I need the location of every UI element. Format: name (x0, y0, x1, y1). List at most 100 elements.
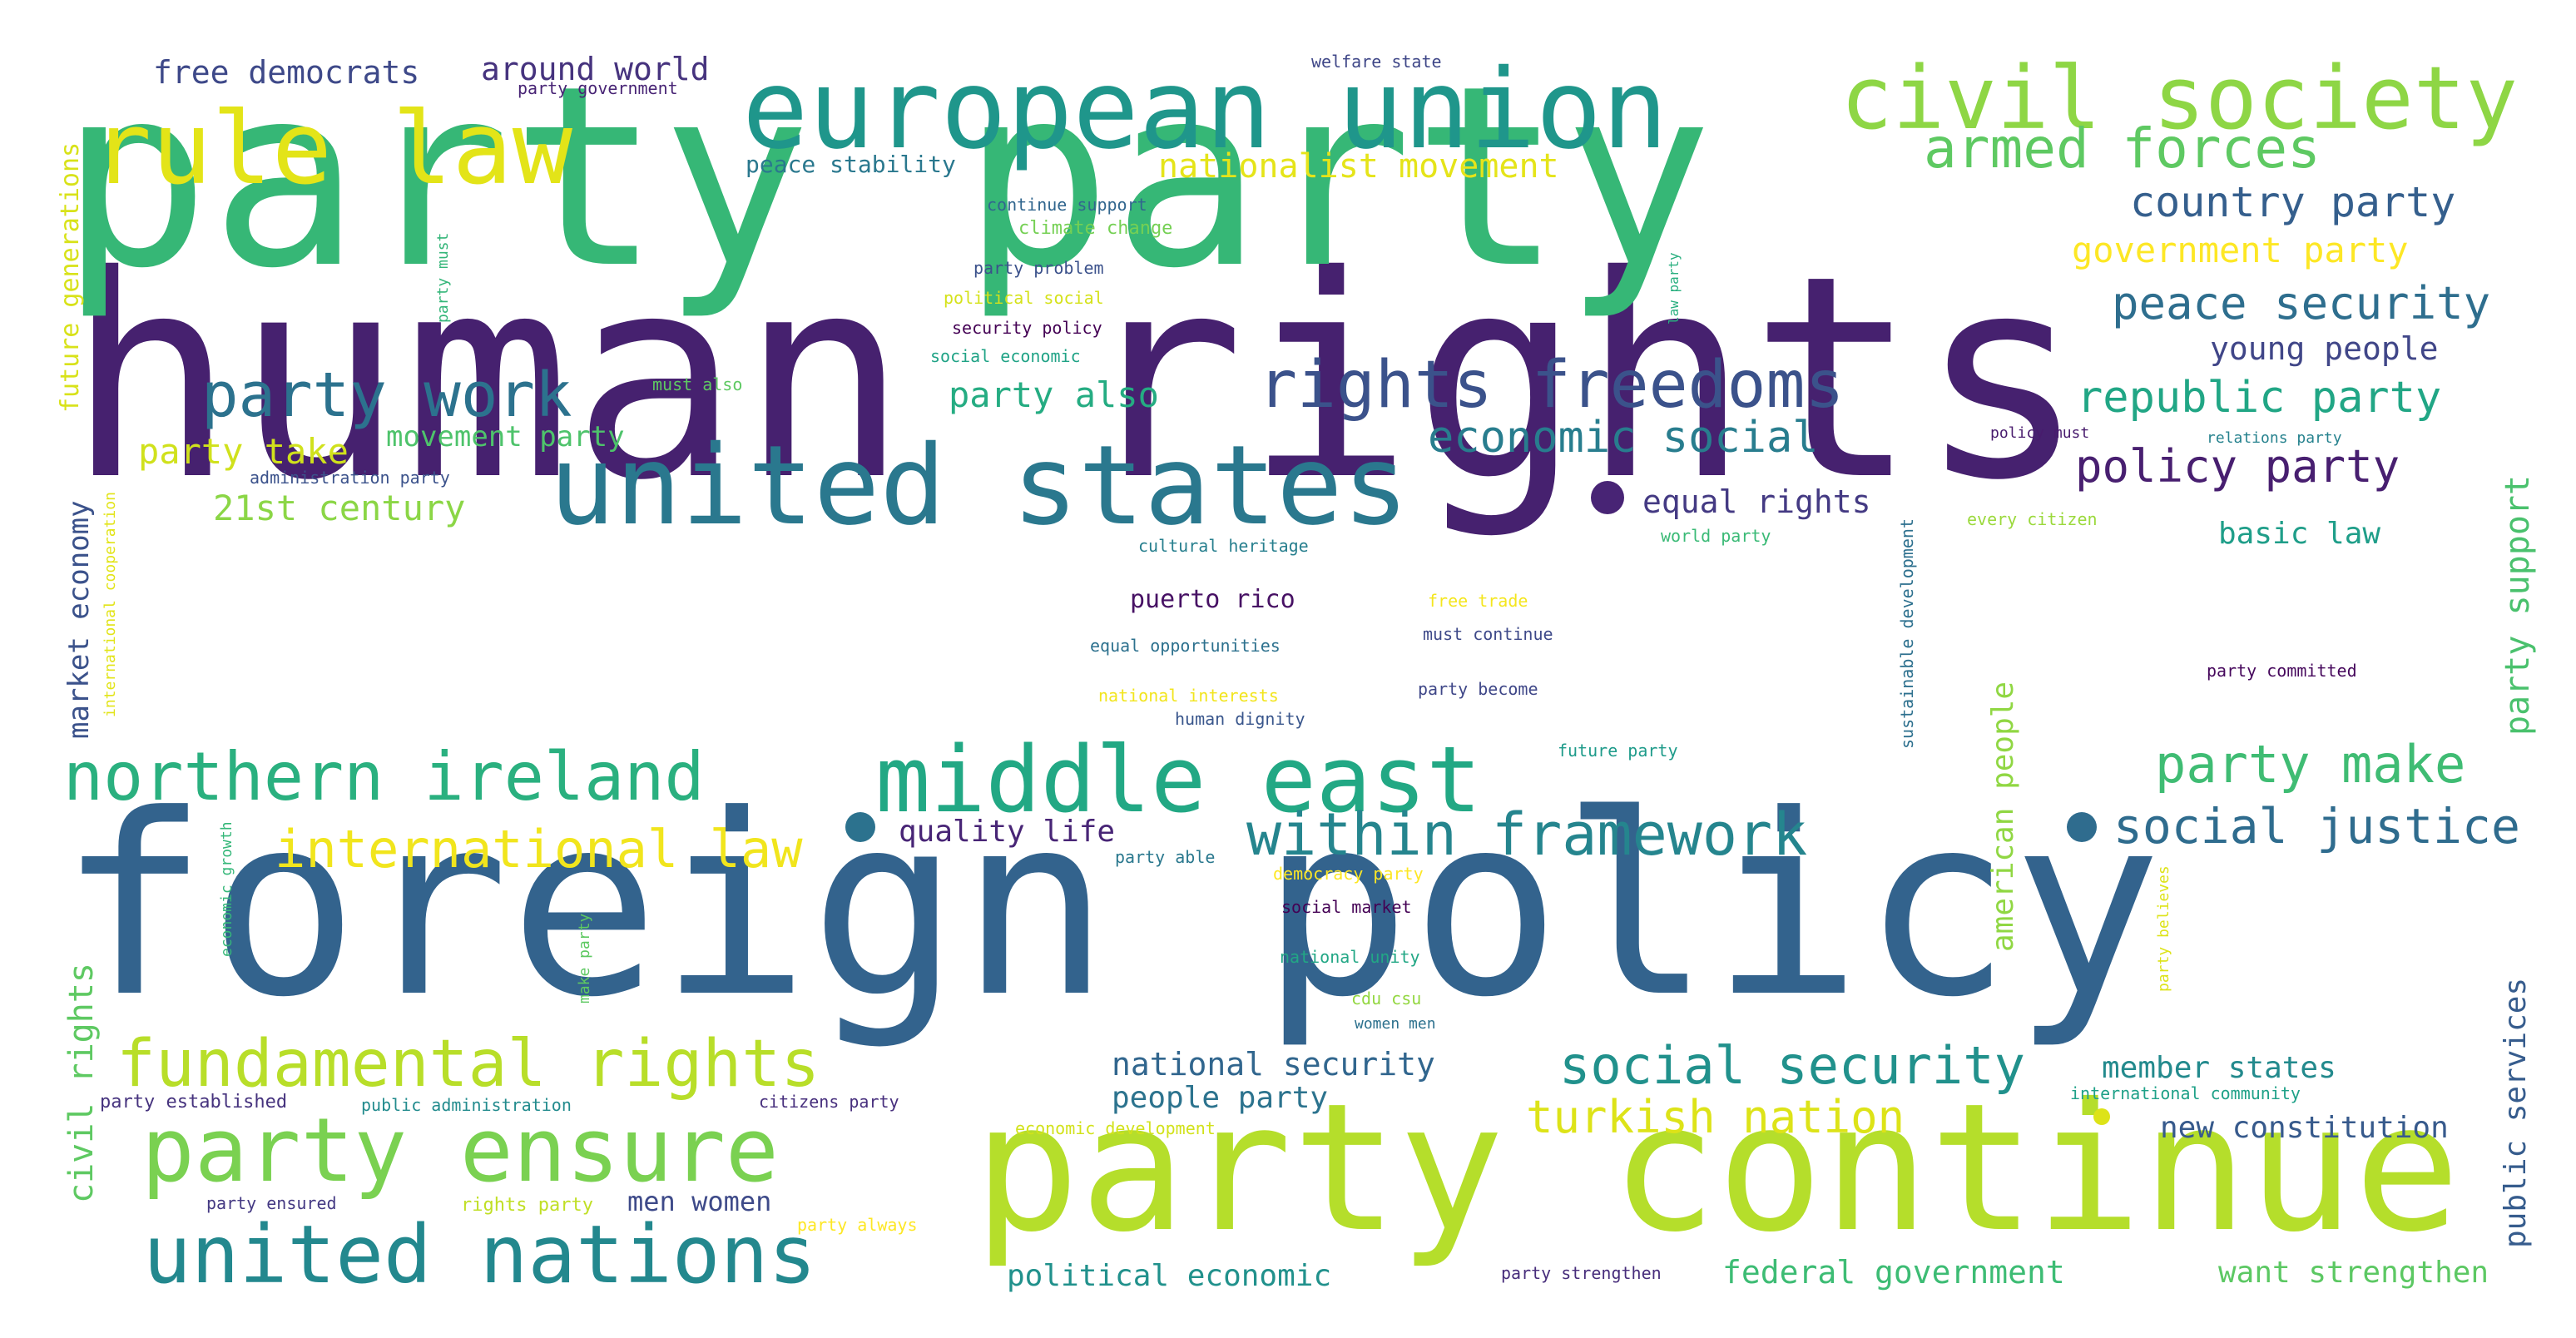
word: international law (275, 819, 803, 880)
word: fundamental rights (116, 1027, 820, 1102)
word: economic social (1428, 413, 1819, 463)
word-dot (845, 812, 875, 842)
word: sustainable development (1897, 518, 1917, 749)
word: world party (1661, 526, 1771, 546)
word: party work (201, 359, 572, 431)
word: future generations (56, 141, 85, 413)
word: citizens party (759, 1092, 899, 1112)
word: welfare state (1311, 52, 1442, 72)
word: civil rights (62, 963, 101, 1203)
word: puerto rico (1130, 585, 1295, 614)
word: northern ireland (63, 738, 705, 815)
word: administration party (250, 468, 450, 488)
word: social economic (930, 346, 1081, 366)
word: economic development (1015, 1118, 1216, 1138)
word: party also (949, 374, 1159, 415)
word: climate change (1018, 218, 1173, 239)
word: young people (2210, 330, 2439, 367)
word: civil society (1840, 47, 2518, 149)
word: women men (1355, 1015, 1436, 1033)
word: 21st century (213, 488, 466, 528)
word: party believes (2155, 865, 2172, 992)
word: cultural heritage (1138, 536, 1309, 556)
word: political economic (1007, 1259, 1332, 1293)
word: free democrats (153, 54, 420, 91)
word: party support (2499, 474, 2537, 736)
word: party become (1418, 679, 1538, 699)
word: foreign policy (58, 761, 2162, 1052)
word-dot (2067, 812, 2097, 842)
word: party government (518, 78, 678, 98)
word: rights freedoms (1258, 348, 1845, 423)
word: federal government (1722, 1254, 2065, 1291)
word: must also (652, 374, 743, 394)
word: must continue (1423, 624, 1553, 644)
word: law party (1666, 252, 1682, 325)
word: around world (481, 51, 710, 87)
word: turkish nation (1526, 1091, 1905, 1143)
word: policy party (2075, 440, 2400, 493)
word: country party (2130, 178, 2456, 226)
word: social security (1559, 1035, 2025, 1096)
word: political social (944, 288, 1104, 308)
word: future party (1558, 741, 1678, 761)
word: quality life (899, 815, 1116, 849)
word: equal opportunities (1090, 636, 1281, 656)
word: security policy (952, 318, 1102, 338)
word: cdu csu (1351, 989, 1422, 1008)
word: party established (100, 1092, 288, 1113)
word: republic party (2077, 373, 2442, 423)
word: national unity (1280, 947, 1420, 967)
word: party take (138, 431, 349, 472)
word: middle east (875, 726, 1482, 833)
word: rights party (461, 1195, 593, 1216)
word: american people (1986, 681, 2020, 952)
word: party able (1115, 847, 1216, 867)
word: democracy party (1273, 864, 1424, 884)
word: peace security (2112, 277, 2491, 330)
word: nationalist movement (1158, 147, 1559, 186)
word: free trade (1428, 591, 1528, 611)
word: movement party (386, 420, 625, 453)
word-dot (2093, 1108, 2110, 1125)
word: united states (549, 422, 1409, 550)
word: basic law (2218, 517, 2381, 551)
word: market economy (62, 500, 96, 739)
word: want strengthen (2218, 1256, 2489, 1290)
word: economic growth (218, 821, 235, 957)
word: party must (434, 232, 452, 323)
word: international cooperation (102, 492, 119, 717)
word: equal rights (1642, 483, 1871, 520)
word: party problem (973, 258, 1104, 278)
word: public services (2499, 977, 2533, 1248)
word: party make (2155, 734, 2466, 795)
word: party ensure (141, 1099, 779, 1202)
word: party party (60, 32, 1713, 323)
word: party strengthen (1501, 1263, 1662, 1283)
word: new constitution (2160, 1111, 2449, 1145)
word: make party (576, 913, 593, 1004)
word: public administration (361, 1095, 572, 1115)
word: armed forces (1924, 116, 2321, 181)
word: relations party (2207, 429, 2342, 447)
word: peace stability (746, 151, 956, 178)
word: rule law (92, 92, 572, 207)
word: party committed (2207, 661, 2357, 681)
word: member states (2102, 1051, 2336, 1085)
word-dot (1591, 481, 1624, 514)
word: party ensured (206, 1193, 337, 1213)
word: national interests (1098, 686, 1279, 706)
word: international community (2070, 1083, 2301, 1103)
word: european union (742, 46, 1668, 174)
word: social justice (2113, 798, 2520, 855)
word: party always (797, 1215, 918, 1235)
word: continue support (987, 195, 1147, 215)
word: human dignity (1175, 709, 1305, 729)
word: government party (2072, 230, 2409, 270)
word: national security (1112, 1046, 1435, 1083)
word: human rights (67, 216, 2087, 542)
word: men women (627, 1186, 772, 1217)
word: people party (1112, 1081, 1329, 1115)
word: policy must (1990, 424, 2090, 442)
